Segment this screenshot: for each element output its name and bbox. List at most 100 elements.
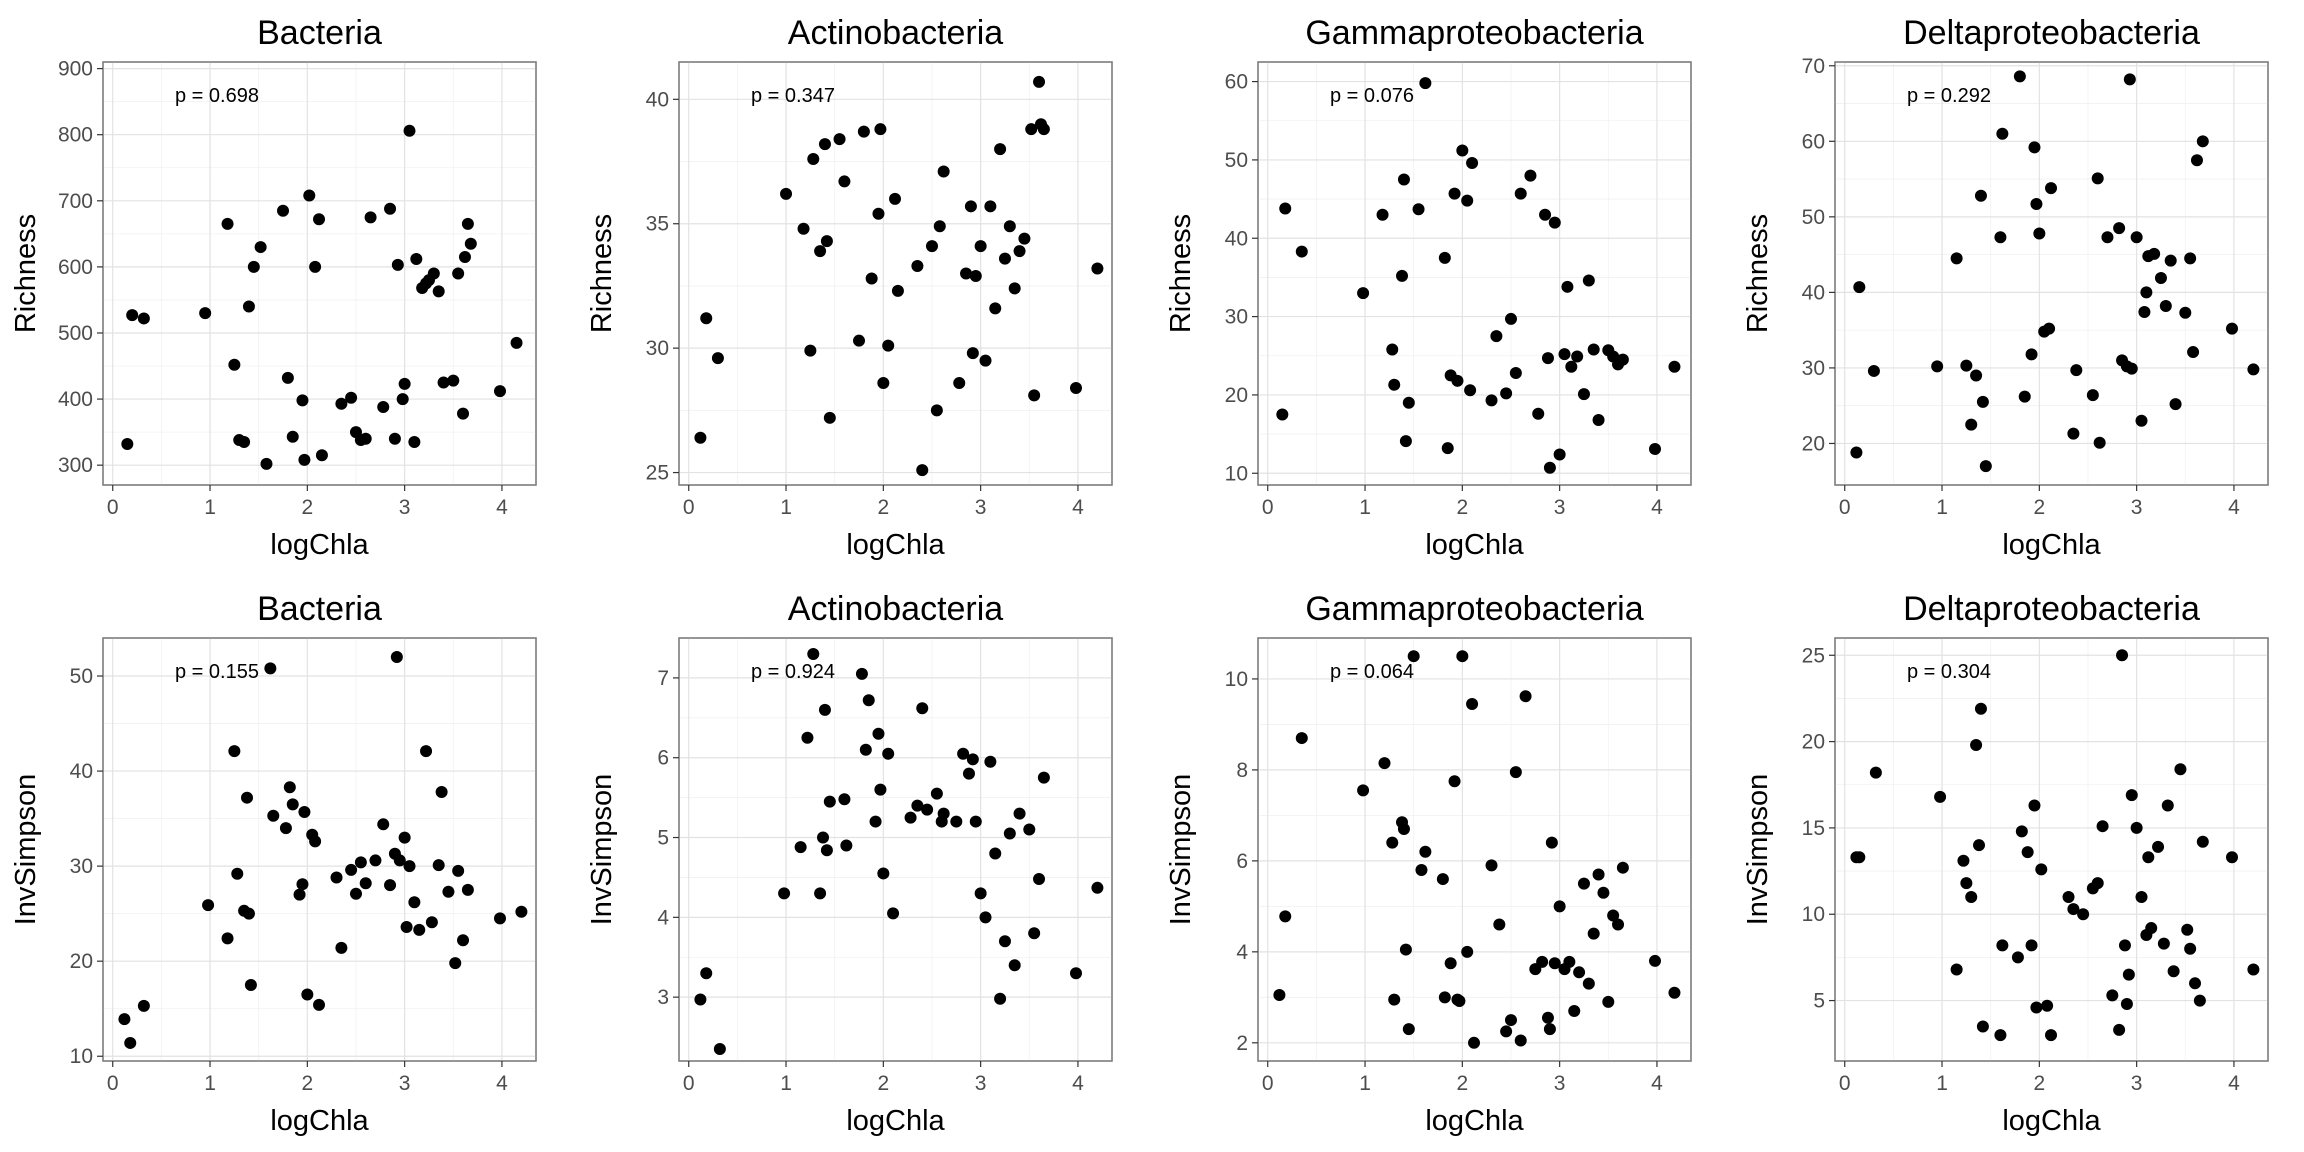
plot-border — [1257, 637, 1692, 1062]
x-tick-label: 4 — [496, 496, 508, 519]
data-point — [2247, 963, 2260, 976]
data-point — [1957, 854, 1970, 867]
x-tick-label: 3 — [2131, 1072, 2143, 1095]
y-axis-title: Richness — [586, 214, 618, 333]
data-point — [2067, 427, 2080, 440]
y-axis-title: InvSimpson — [1742, 774, 1774, 926]
data-point — [950, 815, 963, 828]
data-point — [1561, 280, 1574, 293]
data-point — [1519, 690, 1532, 703]
data-point — [2225, 851, 2238, 864]
y-tick-label: 50 — [1225, 149, 1248, 172]
data-point — [461, 883, 474, 896]
data-point — [283, 781, 296, 794]
data-point — [2138, 306, 2151, 319]
data-point — [882, 747, 895, 760]
series-points — [1276, 77, 1681, 474]
data-point — [817, 831, 830, 844]
data-point — [904, 811, 917, 824]
data-point — [1934, 790, 1947, 803]
data-point — [891, 284, 904, 297]
data-point — [1850, 446, 1863, 459]
gridlines — [1258, 638, 1691, 1061]
data-point — [998, 252, 1011, 265]
data-point — [260, 457, 273, 470]
data-point — [1548, 957, 1561, 970]
data-point — [1976, 1020, 1989, 1033]
data-point — [1028, 389, 1041, 402]
data-point — [1853, 851, 1866, 864]
x-tick-label: 3 — [399, 496, 411, 519]
data-point — [1577, 388, 1590, 401]
data-point — [384, 202, 397, 215]
data-point — [1965, 890, 1978, 903]
x-axis-title: logChla — [1425, 1105, 1524, 1137]
data-point — [1448, 187, 1461, 200]
y-tick-label: 60 — [1802, 130, 1825, 153]
data-point — [2187, 346, 2200, 359]
plot-area — [678, 637, 1113, 1062]
data-point — [432, 859, 445, 872]
data-point — [2247, 363, 2260, 376]
data-point — [2167, 965, 2180, 978]
x-tick-label: 4 — [1651, 496, 1663, 519]
data-point — [833, 133, 846, 146]
x-tick-label: 1 — [204, 1072, 216, 1095]
y-tick-label: 70 — [1802, 55, 1825, 78]
data-point — [1648, 442, 1661, 455]
data-point — [2184, 252, 2197, 265]
y-tick-label: 400 — [58, 388, 93, 411]
x-tick-label: 0 — [683, 1072, 695, 1095]
data-point — [2025, 939, 2038, 952]
y-tick-label: 800 — [58, 124, 93, 147]
data-point — [1587, 927, 1600, 940]
data-point — [1853, 281, 1866, 294]
data-point — [1867, 364, 1880, 377]
data-point — [349, 887, 362, 900]
data-point — [2013, 70, 2026, 83]
data-point — [1378, 757, 1391, 770]
data-point — [1399, 943, 1412, 956]
data-point — [1461, 945, 1474, 958]
x-tick-label: 0 — [107, 496, 119, 519]
y-tick-label: 900 — [58, 58, 93, 81]
data-point — [118, 1013, 131, 1026]
data-point — [1091, 262, 1104, 275]
data-point — [1033, 873, 1046, 886]
x-axis-title: logChla — [270, 529, 369, 561]
data-point — [390, 651, 403, 664]
data-point — [953, 376, 966, 389]
data-point — [2193, 994, 2206, 1007]
data-point — [979, 354, 992, 367]
data-point — [916, 702, 929, 715]
x-tick-label: 1 — [1936, 496, 1948, 519]
data-point — [1456, 144, 1469, 157]
data-point — [464, 237, 477, 250]
data-point — [1441, 442, 1454, 455]
series-points — [1273, 650, 1681, 1049]
y-tick-label: 10 — [1225, 462, 1248, 485]
data-point — [865, 272, 878, 285]
data-point — [1612, 918, 1625, 931]
panel-4: 0 1 2 3 4 20 30 40 50 60 70 p = 0.292 Deltaproteobac… — [1742, 14, 2269, 561]
data-point — [1539, 208, 1552, 221]
data-point — [998, 935, 1011, 948]
y-tick-label: 20 — [1802, 432, 1825, 455]
series-points — [694, 75, 1104, 477]
data-point — [238, 436, 251, 449]
y-tick-label: 5 — [1813, 990, 1825, 1013]
data-point — [515, 905, 528, 918]
x-tick-label: 2 — [301, 1072, 313, 1095]
x-axis-title: logChla — [2002, 529, 2101, 561]
data-point — [1979, 460, 1992, 473]
panel-title: Gammaproteobacteria — [1305, 590, 1643, 628]
data-point — [1994, 1029, 2007, 1042]
y-tick-label: 40 — [1802, 281, 1825, 304]
data-point — [1402, 396, 1415, 409]
data-point — [966, 347, 979, 360]
data-point — [231, 867, 244, 880]
data-point — [874, 123, 887, 136]
data-point — [2091, 172, 2104, 185]
data-point — [2152, 840, 2165, 853]
